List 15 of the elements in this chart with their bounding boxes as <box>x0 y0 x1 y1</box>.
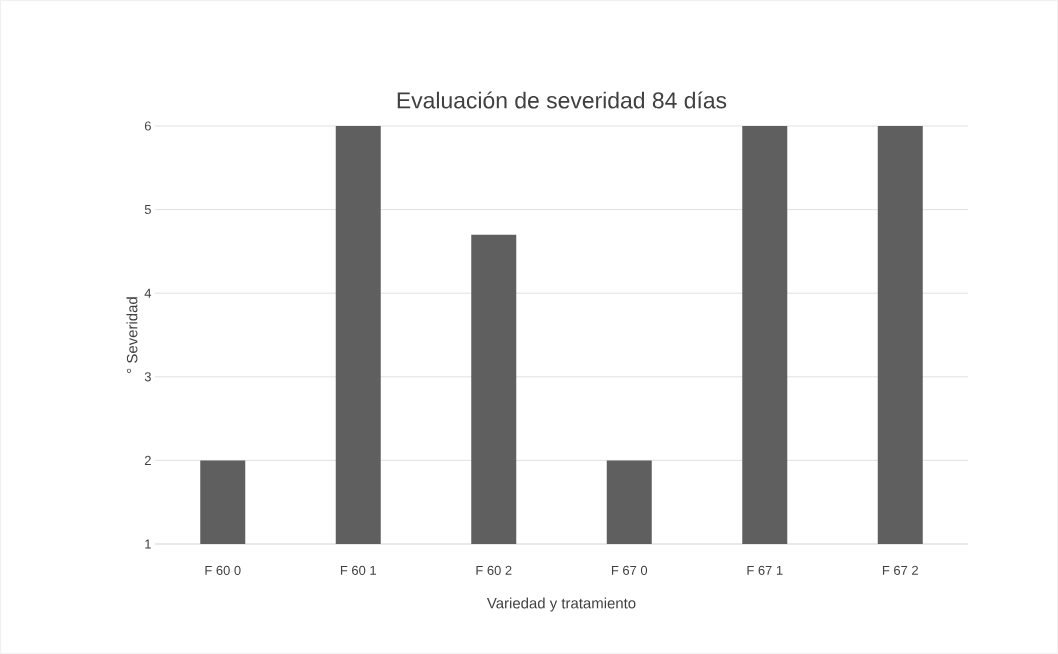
x-tick-label: F 60 0 <box>205 565 241 575</box>
x-tick-label: F 67 0 <box>611 565 648 575</box>
x-tick-label: F 60 1 <box>340 565 376 575</box>
chart-title: Evaluación de severidad 84 días <box>397 91 727 109</box>
x-axis-title: Variedad y tratamiento <box>486 597 636 612</box>
y-tick-label: 3 <box>144 372 151 382</box>
y-tick-label: 6 <box>144 121 151 131</box>
y-tick-label: 1 <box>145 539 151 549</box>
y-tick-label: 4 <box>144 288 152 298</box>
y-tick-label: 2 <box>144 455 151 465</box>
x-tick-label: F 60 2 <box>476 565 512 575</box>
x-tick-label: F 67 1 <box>747 565 783 575</box>
y-axis-title: ° Severidad <box>126 297 138 373</box>
y-tick-label: 5 <box>144 205 151 215</box>
x-tick-label: F 67 2 <box>882 565 918 575</box>
